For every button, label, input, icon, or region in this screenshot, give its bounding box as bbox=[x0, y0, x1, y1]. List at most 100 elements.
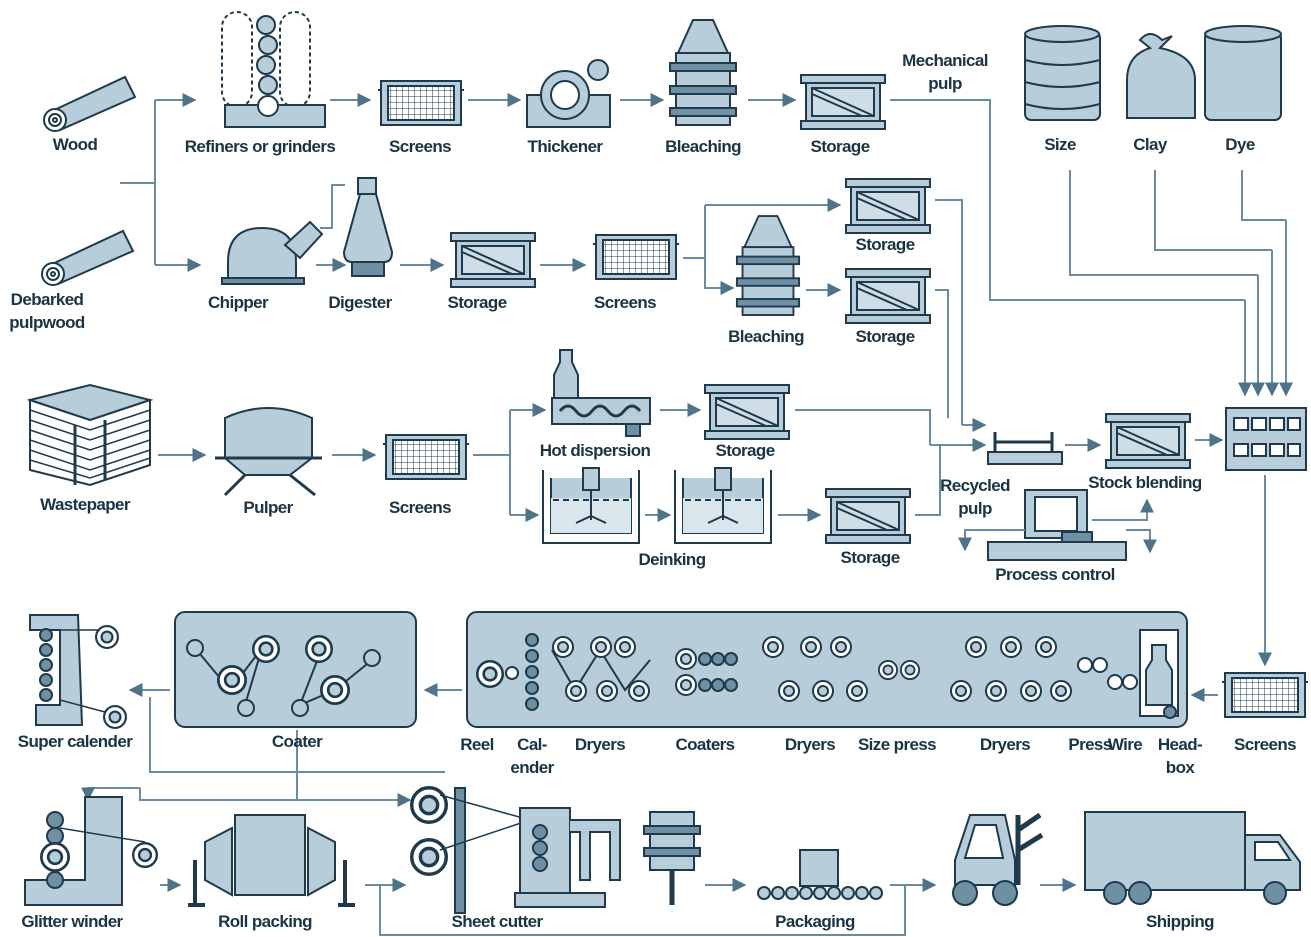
storage-icon bbox=[800, 74, 886, 130]
storage-icon bbox=[704, 384, 790, 440]
label: Thickener bbox=[528, 137, 604, 156]
stacker-icon bbox=[643, 811, 701, 905]
dye-icon bbox=[1204, 25, 1282, 121]
connector bbox=[1154, 170, 1272, 251]
label: Wood bbox=[53, 135, 98, 154]
label: Head- bbox=[1158, 735, 1202, 754]
label: Clay bbox=[1133, 135, 1168, 154]
connector bbox=[1069, 170, 1258, 276]
label: box bbox=[1166, 758, 1196, 777]
label: Coater bbox=[272, 732, 323, 751]
super-calender-icon bbox=[29, 614, 127, 730]
label: ender bbox=[510, 758, 554, 777]
label: Sheet cutter bbox=[451, 912, 543, 931]
arrow bbox=[704, 258, 735, 295]
connector bbox=[1241, 170, 1286, 221]
forklift-icon bbox=[952, 812, 1044, 906]
label: Size press bbox=[858, 735, 936, 754]
deinking-tank bbox=[673, 466, 773, 545]
label: Screens bbox=[594, 293, 656, 312]
label: Screens bbox=[1234, 735, 1296, 754]
label: Dryers bbox=[575, 735, 625, 754]
label: Roll packing bbox=[218, 912, 312, 931]
label: Dryers bbox=[785, 735, 835, 754]
label: Pulper bbox=[243, 498, 293, 517]
connector bbox=[139, 697, 445, 801]
wood-icon bbox=[43, 76, 136, 132]
label: Storage bbox=[855, 327, 914, 346]
screens-icon bbox=[382, 434, 470, 480]
truck-icon bbox=[1084, 811, 1301, 905]
label: Packaging bbox=[775, 912, 855, 931]
packaging-icon bbox=[757, 849, 883, 900]
label: Chipper bbox=[208, 293, 269, 312]
pulpwood-icon bbox=[41, 230, 134, 286]
label: Hot dispersion bbox=[540, 441, 651, 460]
connector bbox=[935, 199, 963, 425]
chipper-icon bbox=[221, 220, 324, 285]
label: Press bbox=[1068, 735, 1111, 754]
label: Deinking bbox=[639, 550, 706, 569]
label: Glitter winder bbox=[21, 912, 123, 931]
connector bbox=[120, 100, 156, 265]
refiner-device bbox=[987, 432, 1063, 465]
arrow bbox=[1126, 529, 1157, 554]
arrow bbox=[958, 529, 1025, 552]
label: Bleaching bbox=[665, 137, 741, 156]
glitter-winder-icon bbox=[24, 796, 158, 906]
connector bbox=[473, 410, 511, 515]
arrow bbox=[1092, 498, 1154, 521]
screens-icon bbox=[1221, 672, 1309, 718]
label: Stock blending bbox=[1088, 473, 1202, 492]
digester-icon bbox=[342, 177, 394, 277]
storage-icon bbox=[1105, 413, 1191, 469]
label: Bleaching bbox=[728, 327, 804, 346]
thickener-icon bbox=[526, 59, 611, 128]
label: Dryers bbox=[980, 735, 1030, 754]
connector bbox=[795, 409, 931, 445]
size-icon bbox=[1024, 25, 1101, 121]
refiners-icon bbox=[221, 11, 326, 128]
label: Screens bbox=[389, 498, 451, 517]
connector bbox=[683, 205, 706, 259]
label: pulpwood bbox=[9, 313, 85, 332]
label: Cal- bbox=[517, 735, 547, 754]
coater-unit bbox=[174, 611, 417, 728]
mixing-panel bbox=[1225, 407, 1307, 471]
connector bbox=[890, 99, 1245, 301]
label: Storage bbox=[715, 441, 774, 460]
storage-icon bbox=[825, 488, 911, 544]
paper-machine bbox=[466, 611, 1188, 728]
label: Storage bbox=[855, 235, 914, 254]
wastepaper-icon bbox=[26, 383, 154, 487]
label: Digester bbox=[328, 293, 392, 312]
process-control-icon bbox=[987, 489, 1127, 561]
label: Size bbox=[1044, 135, 1076, 154]
label: Coaters bbox=[675, 735, 734, 754]
clay-bag bbox=[1126, 33, 1196, 119]
label: Super calender bbox=[18, 732, 133, 751]
storage-icon bbox=[845, 178, 931, 234]
label: Storage bbox=[840, 548, 899, 567]
label: Wastepaper bbox=[40, 495, 131, 514]
storage-icon bbox=[845, 268, 931, 324]
connector bbox=[365, 884, 906, 936]
label: Dye bbox=[1225, 135, 1255, 154]
label: Shipping bbox=[1146, 912, 1214, 931]
roll-packing-icon bbox=[188, 814, 355, 907]
label: Reel bbox=[460, 735, 494, 754]
label: Storage bbox=[447, 293, 506, 312]
label: Debarked bbox=[11, 290, 84, 309]
pulper-icon bbox=[215, 407, 322, 497]
storage-icon bbox=[450, 232, 536, 288]
label: pulp bbox=[928, 74, 962, 93]
bleaching-tower bbox=[669, 19, 737, 126]
connector bbox=[320, 184, 345, 229]
label: Process control bbox=[995, 565, 1115, 584]
label: Screens bbox=[389, 137, 451, 156]
bleaching-tower bbox=[735, 215, 801, 317]
hot-dispersion-icon bbox=[551, 349, 651, 437]
label: pulp bbox=[958, 499, 992, 518]
connector bbox=[915, 445, 941, 516]
